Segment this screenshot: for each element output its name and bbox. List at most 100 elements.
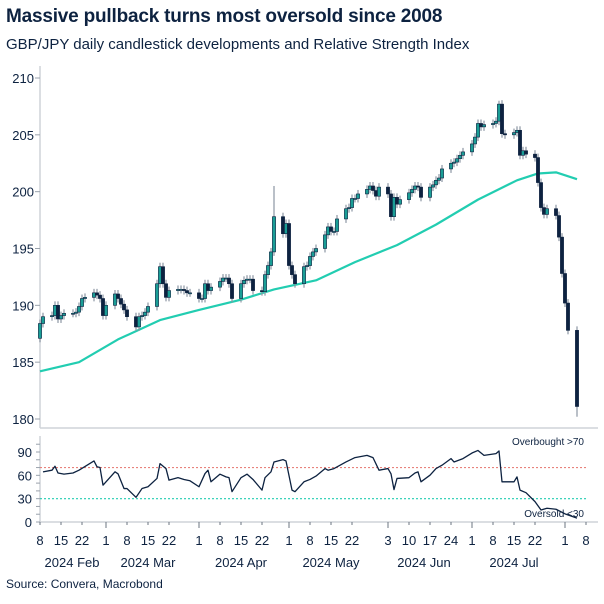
candle-up	[62, 312, 66, 316]
candle-up	[140, 315, 144, 317]
candle-down	[185, 290, 189, 294]
rsi-line	[42, 449, 578, 519]
rsi-y-tick-label: 30	[18, 492, 32, 507]
x-month-label: 2024 Jul	[489, 555, 538, 570]
x-tick-label: 22	[75, 533, 89, 548]
candle-up	[80, 298, 84, 307]
candle-up	[473, 136, 477, 145]
candle-up	[440, 168, 444, 179]
candle-up	[50, 315, 54, 317]
overbought-label: Overbought >70	[512, 437, 584, 448]
candle-up	[59, 315, 63, 320]
price-y-tick-label: 200	[12, 185, 34, 200]
candle-down	[419, 186, 423, 198]
candle-down	[524, 150, 528, 155]
rsi-y-tick-label: 60	[18, 468, 32, 483]
chart-title: Massive pullback turns most oversold sin…	[6, 6, 443, 27]
candle-down	[95, 292, 99, 296]
x-tick-label: 22	[528, 533, 542, 548]
x-tick-label: 22	[162, 533, 176, 548]
candle-down	[98, 294, 102, 299]
candle-up	[392, 197, 396, 217]
candle-up	[113, 293, 117, 306]
candle-up	[221, 277, 225, 282]
candle-up	[434, 180, 438, 186]
candle-down	[251, 278, 255, 291]
candle-up	[305, 265, 309, 267]
candle-down	[116, 293, 120, 299]
candle-up	[314, 248, 318, 253]
x-month-label: 2024 May	[302, 555, 360, 570]
x-tick-label: 24	[444, 533, 458, 548]
candle-up	[308, 256, 312, 266]
x-month-label: 2024 Apr	[215, 555, 268, 570]
candle-up	[188, 292, 192, 295]
candle-down	[182, 289, 186, 291]
candle-up	[71, 312, 75, 315]
candle-up	[494, 120, 498, 124]
candle-up	[335, 218, 339, 232]
x-month-label: 2024 Feb	[45, 555, 100, 570]
candle-up	[407, 192, 411, 200]
candle-up	[365, 189, 369, 195]
candle-down	[554, 208, 558, 216]
candle-up	[356, 193, 360, 199]
moving-average-line	[39, 171, 578, 373]
candle-up	[155, 283, 159, 307]
candle-up	[512, 132, 516, 136]
candle-up	[239, 283, 243, 299]
candle-down	[371, 185, 375, 191]
candle-up	[218, 281, 222, 288]
candle-down	[119, 298, 123, 305]
x-tick-label: 8	[306, 533, 313, 548]
candle-up	[428, 186, 432, 198]
candle-up	[203, 283, 207, 299]
candle-down	[329, 226, 333, 232]
candle-up	[545, 208, 549, 215]
chart-subtitle: GBP/JPY daily candlestick developments a…	[6, 36, 470, 53]
candle-up	[104, 305, 108, 316]
candle-down	[122, 303, 126, 311]
candle-down	[287, 223, 291, 266]
candle-up	[398, 199, 402, 205]
candle-up	[311, 251, 315, 257]
candle-up	[410, 189, 414, 194]
candle-up	[266, 265, 270, 275]
oversold-label: Oversold <30	[524, 509, 584, 520]
candle-up	[431, 184, 435, 188]
candle-down	[536, 157, 540, 183]
candle-up	[143, 311, 147, 316]
x-tick-label: 15	[324, 533, 338, 548]
candle-up	[353, 198, 357, 200]
candle-up	[452, 161, 456, 164]
candle-down	[533, 153, 537, 158]
candle-up	[332, 231, 336, 233]
candle-up	[263, 274, 267, 292]
candle-down	[290, 265, 294, 275]
candle-down	[500, 103, 504, 134]
candle-down	[230, 283, 234, 299]
candle-up	[41, 316, 45, 324]
x-tick-label: 1	[561, 533, 568, 548]
price-y-tick-label: 190	[12, 298, 34, 313]
x-tick-label: 1	[195, 533, 202, 548]
x-tick-label: 8	[123, 533, 130, 548]
x-tick-label: 10	[402, 533, 416, 548]
candle-up	[302, 266, 306, 285]
x-tick-label: 15	[234, 533, 248, 548]
price-y-tick-label: 210	[12, 71, 34, 86]
x-tick-label: 22	[255, 533, 269, 548]
candle-up	[269, 251, 273, 266]
x-tick-label: 17	[423, 533, 437, 548]
candle-down	[227, 277, 231, 285]
candle-up	[242, 280, 246, 285]
source-note: Source: Convera, Macrobond	[6, 577, 163, 591]
x-tick-label: 1	[102, 533, 109, 548]
candle-down	[293, 274, 297, 285]
candle-up	[449, 162, 453, 170]
candle-up	[344, 208, 348, 220]
candle-up	[146, 306, 150, 313]
candle-up	[77, 306, 81, 313]
candle-up	[38, 323, 42, 339]
